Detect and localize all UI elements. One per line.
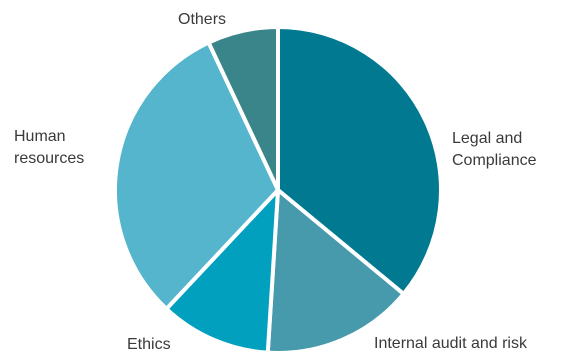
pie-slices <box>113 25 443 353</box>
pie-slice-human-resources <box>113 40 280 311</box>
pie-label-ethics: Ethics <box>127 336 171 353</box>
pie-slice-legal-and-compliance <box>276 25 443 296</box>
pie-labels: Legal and Compliance Internal audit and ri… <box>14 11 537 353</box>
pie-label-legal-and-compliance: Legal and Compliance <box>452 130 537 169</box>
pie-label-line: Others <box>178 11 226 28</box>
pie-label-others: Others <box>178 11 226 28</box>
pie-slice-others <box>206 25 280 192</box>
pie-label-line: resources <box>14 150 84 167</box>
pie-slice-ethics <box>164 188 280 353</box>
pie-label-line: Human <box>14 128 66 145</box>
pie-label-human-resources: Human resources <box>14 128 84 167</box>
pie-label-line: Internal audit and risk <box>374 335 528 352</box>
pie-label-line: Compliance <box>452 152 537 169</box>
pie-label-internal-audit-and-risk: Internal audit and risk <box>374 335 528 352</box>
pie-label-line: Ethics <box>127 336 171 353</box>
pie-label-line: Legal and <box>452 130 522 147</box>
